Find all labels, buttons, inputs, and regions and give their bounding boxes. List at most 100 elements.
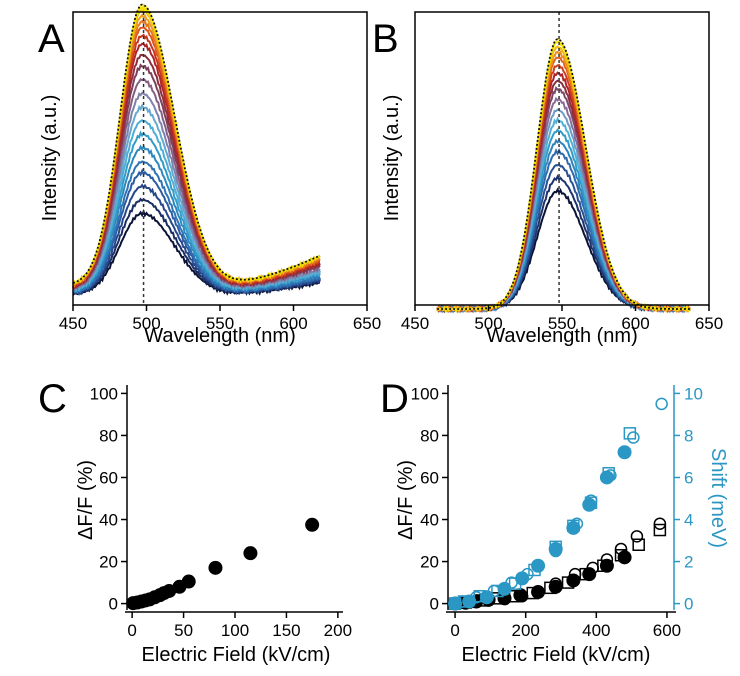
panel-d-point-s5 bbox=[531, 559, 545, 573]
panel-c-scatter: 0 20 40 60 80 100 0 50 100 150 200 Electric Field… bbox=[75, 384, 352, 666]
panel-a-spectra: 450 500 550 600 650 Wavelength (nm) Intensit… bbox=[39, 3, 381, 347]
panel-a-spectrum-8 bbox=[72, 119, 321, 293]
panel-d-point-s5 bbox=[470, 591, 483, 604]
panel-d-xlabel: Electric Field (kV/cm) bbox=[462, 644, 651, 666]
panel-d-point-s6 bbox=[584, 496, 598, 509]
panel-label-d: D bbox=[380, 377, 409, 421]
panel-a-xtick-label: 450 bbox=[59, 314, 87, 333]
panel-d-point-s3 bbox=[508, 589, 522, 603]
panel-d-y-ticks-left: 0 20 40 60 80 100 bbox=[411, 384, 448, 614]
panel-d-point-s6 bbox=[473, 589, 487, 603]
panel-d-point-s3 bbox=[579, 567, 592, 581]
panel-d-ytick-label: 100 bbox=[411, 384, 439, 403]
panel-b-xtick-label: 650 bbox=[695, 314, 723, 333]
panel-d-point-s2 bbox=[614, 542, 628, 556]
panel-d-xtick-label: 200 bbox=[512, 621, 540, 640]
panel-d-point-s6 bbox=[602, 467, 615, 480]
panel-c-xtick-label: 150 bbox=[272, 621, 300, 640]
panel-d-point-s6 bbox=[448, 597, 462, 610]
panel-c-xlabel: Electric Field (kV/cm) bbox=[142, 644, 331, 666]
panel-d-ytick-label: 60 bbox=[420, 468, 439, 487]
panel-d-point-s5 bbox=[487, 584, 501, 598]
panel-d-point-s4 bbox=[599, 470, 614, 485]
panel-d-point-s5 bbox=[505, 576, 518, 589]
panel-d-point-s6 bbox=[491, 584, 504, 598]
panel-d-point-s6 bbox=[508, 577, 522, 590]
panel-label-b: B bbox=[372, 17, 399, 61]
panel-d-xtick-label: 0 bbox=[450, 621, 459, 640]
panel-b-spectrum-2 bbox=[437, 174, 691, 314]
panel-d-point-s5 bbox=[655, 397, 668, 411]
panel-d-point-s6 bbox=[457, 595, 471, 608]
panel-d-point-s4 bbox=[617, 445, 632, 460]
panel-b-spectrum-4 bbox=[436, 147, 691, 314]
panel-b-envelope-yellow bbox=[437, 38, 690, 310]
panel-b-spectrum-1 bbox=[436, 187, 690, 314]
panel-c-ytick-label: 60 bbox=[99, 468, 118, 487]
panel-b-curves bbox=[436, 38, 691, 314]
panel-a-curves bbox=[72, 3, 321, 297]
panel-label-c: C bbox=[38, 377, 67, 421]
panel-d-point-s6 bbox=[567, 519, 580, 533]
panel-d-point-s1 bbox=[599, 558, 614, 573]
panel-d-point-s2 bbox=[653, 517, 667, 530]
panel-d-point-s2 bbox=[600, 553, 614, 566]
panel-c-ytick-label: 40 bbox=[99, 511, 118, 530]
panel-c-point-s1 bbox=[305, 517, 320, 532]
panel-a-envelope-yellow bbox=[72, 4, 321, 284]
panel-a-x-ticks: 450 500 550 600 650 bbox=[59, 305, 381, 333]
panel-b-xlabel: Wavelength (nm) bbox=[486, 325, 638, 347]
panel-d-point-s3 bbox=[561, 576, 575, 589]
panel-b-spectrum-17 bbox=[436, 39, 691, 314]
panel-b-spectrum-12 bbox=[436, 71, 691, 314]
panel-b-xtick-label: 550 bbox=[548, 314, 576, 333]
panel-d-point-s6 bbox=[549, 540, 562, 554]
panel-d-point-s3 bbox=[526, 586, 539, 600]
panel-c-ylabel: ΔF/F (%) bbox=[75, 460, 97, 540]
panel-b-xtick-label: 450 bbox=[401, 314, 429, 333]
panel-b-xtick-label: 500 bbox=[474, 314, 502, 333]
panel-a-spectrum-3 bbox=[72, 183, 321, 297]
panel-a-xtick-label: 500 bbox=[132, 314, 160, 333]
panel-c-xtick-label: 50 bbox=[174, 621, 193, 640]
panel-c-ytick-label: 0 bbox=[109, 595, 118, 614]
panel-c-point-s1 bbox=[181, 574, 196, 589]
panel-a-xlabel: Wavelength (nm) bbox=[144, 325, 296, 347]
panel-d-point-s5 bbox=[521, 567, 534, 581]
panel-b-spectrum-10 bbox=[436, 85, 691, 314]
panel-a-ylabel: Intensity (a.u.) bbox=[39, 95, 61, 222]
panel-d-point-s1 bbox=[582, 567, 597, 582]
panel-c-xtick-label: 200 bbox=[324, 621, 352, 640]
panel-c-xtick-label: 0 bbox=[127, 621, 136, 640]
panel-label-a: A bbox=[38, 17, 65, 61]
panel-b-spectrum-5 bbox=[436, 138, 691, 314]
panel-a-spectrum-9 bbox=[72, 103, 321, 292]
panel-d-ytick-label: 0 bbox=[430, 595, 439, 614]
panel-d-ytick-right-label: 10 bbox=[684, 384, 703, 403]
panel-b-spectrum-8 bbox=[436, 108, 691, 314]
panel-d-ytick-right-label: 4 bbox=[684, 511, 693, 530]
panel-d-point-s6 bbox=[528, 563, 541, 577]
panel-c-ytick-label: 80 bbox=[99, 426, 118, 445]
panel-b-spectrum-9 bbox=[436, 96, 691, 314]
panel-d-ytick-right-label: 8 bbox=[684, 426, 693, 445]
panel-a-xtick-label: 650 bbox=[353, 314, 381, 333]
panel-c-xtick-label: 100 bbox=[221, 621, 249, 640]
panel-a-xtick-label: 600 bbox=[279, 314, 307, 333]
panel-d-point-s4 bbox=[448, 596, 463, 611]
panel-c-y-ticks: 0 20 40 60 80 100 bbox=[90, 384, 127, 614]
panel-c-points bbox=[126, 517, 320, 611]
panel-d-ytick-right-label: 0 bbox=[684, 595, 693, 614]
panel-b-ylabel: Intensity (a.u.) bbox=[381, 95, 403, 222]
panel-b-x-ticks: 450 500 550 600 650 bbox=[401, 305, 723, 333]
panel-d-y-ticks-right: 0 2 4 6 8 10 bbox=[674, 384, 703, 614]
panel-d-point-s5 bbox=[604, 469, 617, 482]
panel-d-ytick-label: 80 bbox=[420, 426, 439, 445]
panel-d-scatter: 0 20 40 60 80 100 0 2 4 6 8 10 0 200 400 600 Electric… bbox=[395, 384, 729, 666]
panel-d-ytick-label: 40 bbox=[420, 511, 439, 530]
panel-d-point-s6 bbox=[623, 427, 637, 440]
panel-d-ytick-label: 20 bbox=[420, 553, 439, 572]
panel-c-point-s1 bbox=[243, 546, 258, 561]
panel-d-point-s3 bbox=[632, 538, 645, 551]
